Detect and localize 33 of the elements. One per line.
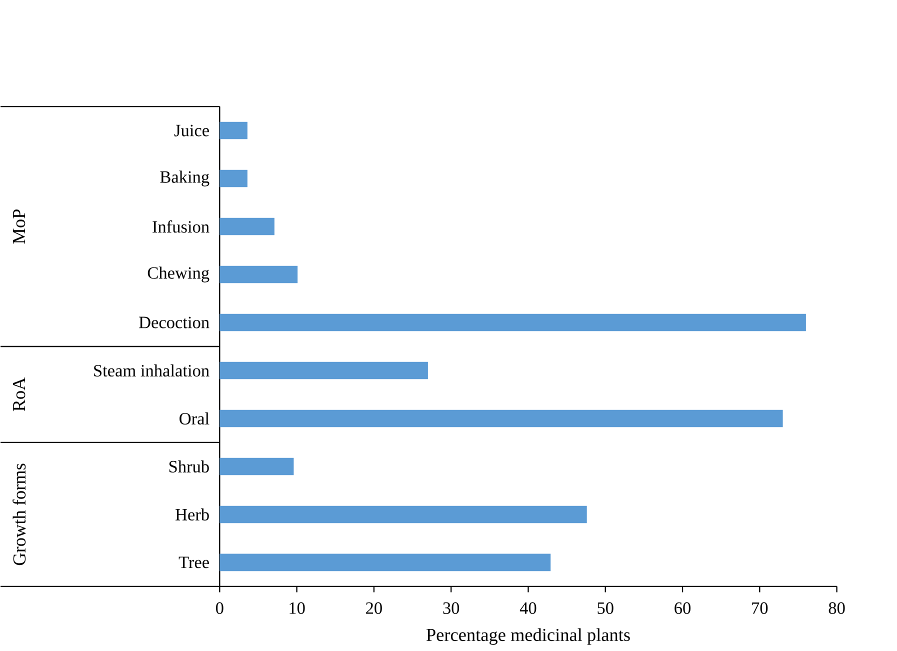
text: Growth forms xyxy=(12,464,26,566)
y-tick-label: Herb xyxy=(176,508,209,521)
x-axis-title: Percentage medicinal plants xyxy=(426,628,630,645)
y-tick-label: Baking xyxy=(160,170,210,186)
y-tick-label: Chewing xyxy=(148,266,210,282)
text: MoP xyxy=(13,210,26,244)
bar xyxy=(220,266,298,284)
bar xyxy=(220,170,248,188)
bar xyxy=(220,122,248,140)
bar xyxy=(220,458,294,476)
x-tick-label: 70 xyxy=(752,602,768,614)
y-tick-label: Juice xyxy=(174,124,209,136)
y-tick-label: Tree xyxy=(178,556,209,568)
bar xyxy=(220,314,806,332)
y-tick-label: Steam inhalation xyxy=(94,364,210,377)
bar xyxy=(220,506,587,524)
y-tick-label: Shrub xyxy=(169,460,209,473)
x-tick-label: 40 xyxy=(520,602,536,614)
x-tick-label: 0 xyxy=(216,602,224,614)
y-tick-label: Decoction xyxy=(139,316,210,328)
x-tick-label: 20 xyxy=(366,602,382,614)
bar xyxy=(220,362,428,380)
x-tick-label: 80 xyxy=(828,602,845,614)
bar xyxy=(220,410,783,428)
y-tick-label: Infusion xyxy=(152,220,210,233)
bar xyxy=(220,218,274,236)
x-tick-label: 10 xyxy=(290,602,305,614)
x-tick-label: 50 xyxy=(598,602,614,614)
y-tick-label: Oral xyxy=(180,412,210,425)
x-tick-label: 30 xyxy=(443,602,460,614)
x-tick-label: 60 xyxy=(674,602,690,614)
text: RoA xyxy=(12,377,26,412)
bar xyxy=(220,554,551,572)
